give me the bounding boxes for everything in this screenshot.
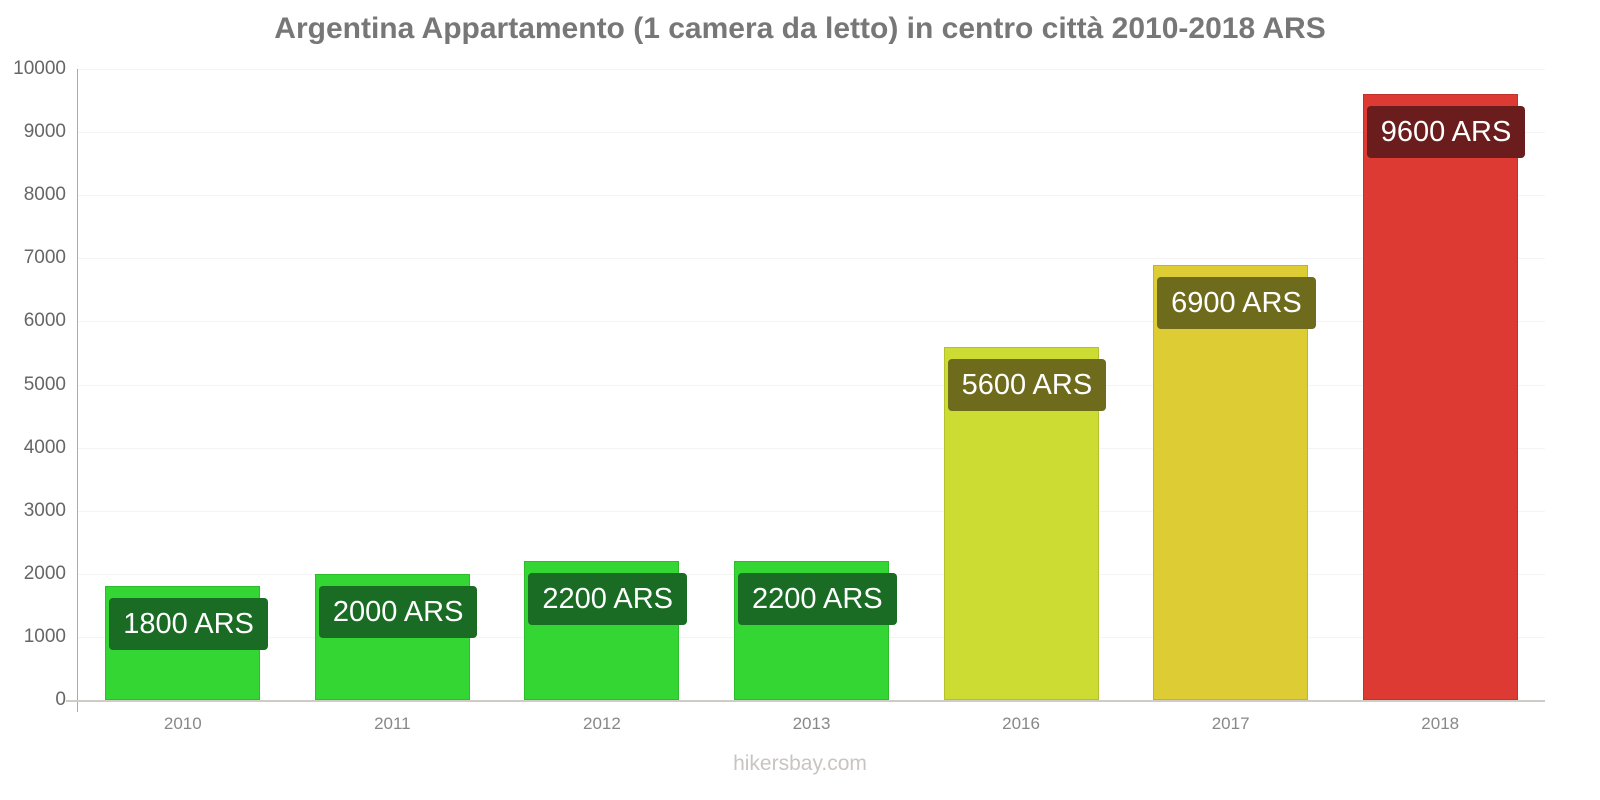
y-axis-tick-label: 8000 xyxy=(23,184,66,206)
bar-value-label: 9600 ARS xyxy=(1366,106,1526,159)
bar-value-label: 2200 ARS xyxy=(738,573,897,626)
x-axis-tick-label: 2011 xyxy=(374,714,411,733)
y-axis-tick-label: 10000 xyxy=(13,58,66,79)
x-axis-tick-label: 2017 xyxy=(1211,714,1250,733)
y-axis-tick-label: 0 xyxy=(55,689,66,710)
y-axis-tick-label: 6000 xyxy=(23,310,66,332)
x-axis-tick-label: 2012 xyxy=(583,714,621,733)
bar-value-label: 1800 ARS xyxy=(109,598,268,651)
bar-value-label: 2200 ARS xyxy=(528,573,688,626)
bar[interactable] xyxy=(1153,264,1309,700)
source-watermark: hikersbay.com xyxy=(733,752,867,775)
y-axis-tick-label: 1000 xyxy=(23,625,66,647)
gridline xyxy=(78,321,1545,323)
chart-title: Argentina Appartamento (1 camera da lett… xyxy=(274,12,1326,45)
gridline xyxy=(78,384,1545,386)
bar-value-label: 6900 ARS xyxy=(1157,276,1316,329)
y-axis-line xyxy=(77,69,78,712)
y-axis-tick-label: 4000 xyxy=(23,436,66,458)
bar-value-label: 2000 ARS xyxy=(318,585,478,638)
gridline xyxy=(78,447,1545,449)
gridline xyxy=(78,258,1545,260)
y-axis-tick-label: 3000 xyxy=(23,499,66,521)
x-axis-line xyxy=(66,700,1545,702)
bar-value-label: 5600 ARS xyxy=(947,358,1107,411)
y-axis-tick-label: 9000 xyxy=(23,121,66,143)
y-axis-tick-label: 2000 xyxy=(23,562,66,584)
y-axis-tick-label: 5000 xyxy=(23,373,66,395)
bar[interactable] xyxy=(1362,94,1518,700)
x-axis-tick-label: 2013 xyxy=(792,714,831,733)
gridline xyxy=(78,69,1545,70)
x-axis-tick-label: 2018 xyxy=(1421,714,1460,733)
y-axis-tick-label: 7000 xyxy=(23,247,66,269)
x-axis-tick-label: 2010 xyxy=(163,714,202,733)
gridline xyxy=(78,195,1545,197)
x-axis-tick-label: 2016 xyxy=(1002,714,1040,733)
gridline xyxy=(78,132,1545,134)
gridline xyxy=(78,510,1545,512)
